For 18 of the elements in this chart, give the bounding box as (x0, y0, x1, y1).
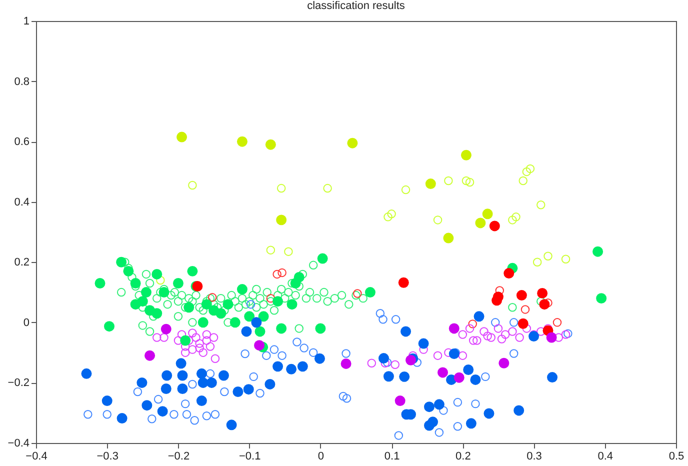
x-tick-label: 0.5 (668, 450, 684, 462)
x-tick-label: −0.1 (238, 450, 261, 462)
x-tick-label: 0.3 (526, 450, 542, 462)
y-tick-label: 1 (23, 16, 30, 28)
y-tick-label: 0 (23, 316, 30, 329)
x-tick-label: −0.3 (96, 450, 118, 462)
y-tick-label: −0.2 (8, 377, 30, 390)
y-tick-label: −0.4 (8, 438, 30, 450)
y-tick-label: 0.8 (14, 76, 30, 88)
x-tick-label: 0.2 (456, 450, 471, 462)
y-tick-label: 0.6 (14, 136, 30, 148)
x-tick-label: −0.2 (168, 450, 190, 462)
y-tick-label: 0.2 (14, 256, 30, 269)
x-tick-label: 0.4 (598, 450, 614, 462)
x-tick-label: 0.1 (384, 450, 400, 462)
chart-title: classification results (307, 0, 406, 12)
x-tick-label: 0 (318, 450, 324, 462)
y-tick-label: 0.4 (14, 196, 30, 208)
